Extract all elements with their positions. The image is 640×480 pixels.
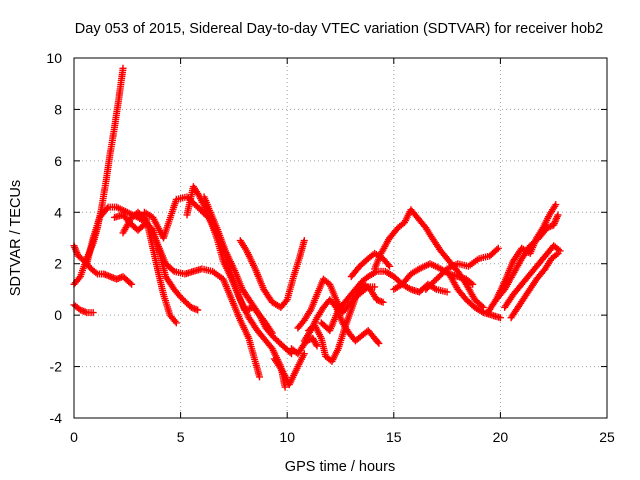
data-points — [70, 64, 564, 391]
y-axis-label: SDTVAR / TECUs — [8, 180, 24, 296]
y-tick-label: -4 — [50, 410, 63, 426]
data-point-marker — [443, 288, 451, 296]
data-point-marker — [281, 383, 289, 391]
data-point-marker — [493, 246, 501, 254]
data-point-marker — [496, 314, 504, 322]
data-point-marker — [371, 283, 379, 291]
data-point-marker — [469, 280, 477, 288]
chart-title: Day 053 of 2015, Sidereal Day-to-day VTE… — [75, 21, 603, 37]
data-point-marker — [379, 298, 387, 306]
data-point-marker — [554, 211, 562, 219]
data-point-marker — [89, 309, 97, 317]
data-point-marker — [128, 280, 136, 288]
data-point-marker — [172, 319, 180, 327]
data-point-marker — [494, 244, 502, 252]
x-tick-label: 0 — [70, 429, 78, 445]
data-point-marker — [375, 339, 383, 347]
data-point-marker — [282, 297, 290, 305]
x-axis-label: GPS time / hours — [285, 459, 395, 475]
y-tick-label: 4 — [54, 204, 62, 220]
x-tick-label: 5 — [177, 429, 185, 445]
data-point-marker — [545, 223, 553, 231]
data-point-marker — [119, 64, 127, 72]
y-tick-label: 6 — [54, 153, 62, 169]
data-point-marker — [313, 342, 321, 350]
data-point-marker — [300, 350, 308, 358]
x-tick-label: 20 — [493, 429, 509, 445]
data-point-marker — [312, 341, 320, 348]
data-point-marker — [467, 279, 475, 287]
data-point-marker — [300, 237, 308, 245]
y-tick-label: 10 — [46, 50, 62, 66]
data-point-marker — [384, 261, 392, 269]
data-point-marker — [554, 249, 562, 257]
data-point-marker — [194, 306, 202, 314]
y-tick-label: 8 — [54, 101, 62, 117]
x-tick-label: 25 — [599, 429, 615, 445]
data-point-marker — [374, 338, 382, 346]
y-tick-label: -2 — [50, 359, 63, 375]
data-point-marker — [103, 205, 111, 213]
x-tick-label: 15 — [386, 429, 402, 445]
plot-frame — [73, 57, 608, 419]
data-point-marker — [552, 201, 560, 209]
data-point-marker — [171, 317, 179, 325]
data-point-marker — [386, 262, 393, 270]
data-point-marker — [126, 279, 134, 287]
y-tick-label: 2 — [54, 256, 62, 272]
data-point-marker — [552, 251, 560, 259]
x-tick-label: 10 — [279, 429, 295, 445]
axis-ticks: 0 5 10 15 20 25 -4 -2 0 2 4 6 8 10 — [46, 50, 615, 445]
y-tick-label: 0 — [54, 307, 62, 323]
data-point-marker — [92, 269, 100, 277]
data-point-marker — [256, 373, 263, 381]
